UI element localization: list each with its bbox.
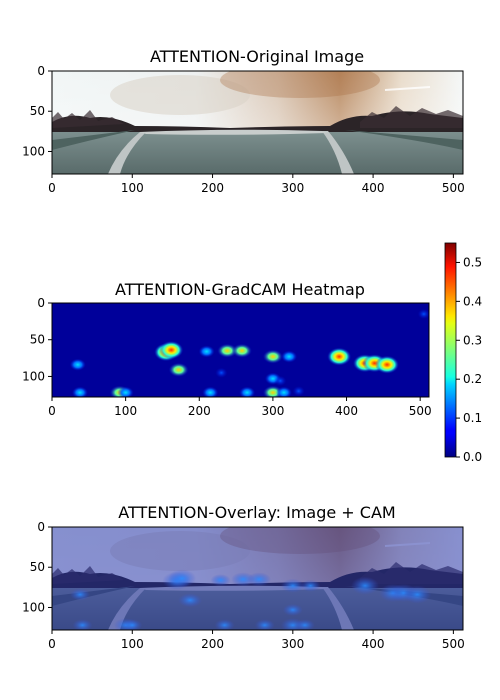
x-tick-label: 0 [48, 404, 56, 418]
y-tick-label: 0 [37, 520, 45, 534]
heatmap-hotspot [417, 309, 429, 320]
overlay-hotspot [247, 572, 272, 587]
x-tick-label: 0 [48, 637, 56, 651]
y-tick-label: 50 [30, 333, 45, 347]
overlay-hotspot [168, 569, 197, 588]
x-tick-label: 100 [114, 404, 137, 418]
heatmap-hotspot [215, 367, 228, 378]
x-tick-label: 200 [201, 637, 224, 651]
x-tick-label: 500 [442, 181, 465, 195]
heatmap-hotspot [239, 386, 256, 397]
original-image [52, 71, 463, 174]
y-tick-label: 50 [30, 104, 45, 118]
x-tick-label: 500 [442, 637, 465, 651]
overlay-hotspot [300, 579, 321, 592]
x-tick-label: 300 [281, 637, 304, 651]
heatmap-hotspot [274, 375, 287, 386]
overlay-hotspot [122, 619, 143, 630]
colorbar-tick-label: 0.5 [463, 255, 482, 269]
heatmap-hotspot [198, 345, 215, 358]
heatmap-hotspot [217, 343, 238, 358]
x-tick-label: 0 [48, 181, 56, 195]
colorbar-tick-label: 0.0 [463, 450, 482, 464]
heatmap-hotspot [159, 341, 184, 359]
y-tick-label: 100 [22, 369, 45, 383]
panel-title: ATTENTION-Original Image [150, 47, 364, 66]
heatmap-hotspot [327, 347, 352, 366]
overlay-hotspot [254, 619, 275, 630]
axis-ticks: 0 100 200 300 400 500 0 50 100 [22, 296, 432, 418]
panel-heatmap: ATTENTION-GradCAM Heatmap 0 100 200 300 400 5… [22, 242, 482, 464]
panel-overlay: ATTENTION-Overlay: Image + CAM 0 100 200 30… [22, 503, 465, 651]
overlay-image [52, 527, 463, 630]
colorbar-tick-label: 0.2 [463, 372, 482, 386]
overlay-hotspot [294, 619, 315, 630]
y-tick-label: 50 [30, 560, 45, 574]
heatmap-hotspot [275, 386, 292, 397]
axes-frame [51, 526, 464, 631]
x-tick-label: 200 [201, 181, 224, 195]
overlay-hotspot [403, 585, 432, 604]
colorbar-tick-label: 0.1 [463, 411, 482, 425]
x-tick-label: 500 [409, 404, 432, 418]
x-tick-label: 300 [261, 404, 284, 418]
heatmap-image [52, 303, 429, 397]
heatmap-hotspot [117, 386, 134, 397]
overlay-hotspot [178, 593, 203, 608]
colorbar-tick-label: 0.4 [463, 294, 482, 308]
overlay-hotspot [280, 578, 305, 593]
heatmap-hotspot [202, 386, 219, 397]
x-tick-label: 100 [121, 637, 144, 651]
overlay-hotspot [70, 588, 91, 601]
heatmap-hotspot [71, 386, 88, 397]
axes-frame [51, 70, 464, 175]
y-tick-label: 100 [22, 600, 45, 614]
x-tick-label: 100 [121, 181, 144, 195]
overlay-hotspot [210, 574, 231, 587]
x-tick-label: 400 [362, 181, 385, 195]
y-tick-label: 0 [37, 296, 45, 310]
heatmap-hotspot [375, 355, 400, 374]
x-tick-label: 400 [362, 637, 385, 651]
overlay-hotspot [282, 603, 303, 616]
axis-ticks: 0 100 200 300 400 500 0 50 100 [22, 64, 465, 195]
panel-title: ATTENTION-Overlay: Image + CAM [118, 503, 395, 522]
overlay-hotspot [72, 619, 93, 630]
axis-ticks: 0 100 200 300 400 500 0 50 100 [22, 520, 465, 651]
x-tick-label: 300 [281, 181, 304, 195]
heatmap-hotspot [292, 386, 305, 397]
x-tick-label: 200 [188, 404, 211, 418]
axes-frame [51, 302, 430, 398]
heatmap-hotspot [69, 358, 86, 371]
panel-title: ATTENTION-GradCAM Heatmap [115, 280, 365, 299]
heatmap-hotspot [281, 350, 298, 363]
colorbar: 0.0 0.1 0.2 0.3 0.4 0.5 [444, 242, 482, 464]
y-tick-label: 0 [37, 64, 45, 78]
panel-original: ATTENTION-Original Image 0 100 200 300 400 50… [22, 47, 465, 195]
overlay-hotspot [351, 576, 380, 595]
heatmap-hotspot [231, 343, 252, 358]
heatmap-hotspot [168, 362, 189, 377]
heatmap-hotspot [262, 349, 283, 364]
colorbar-tick-label: 0.3 [463, 333, 482, 347]
overlay-hotspot [214, 619, 235, 630]
x-tick-label: 400 [335, 404, 358, 418]
y-tick-label: 100 [22, 144, 45, 158]
